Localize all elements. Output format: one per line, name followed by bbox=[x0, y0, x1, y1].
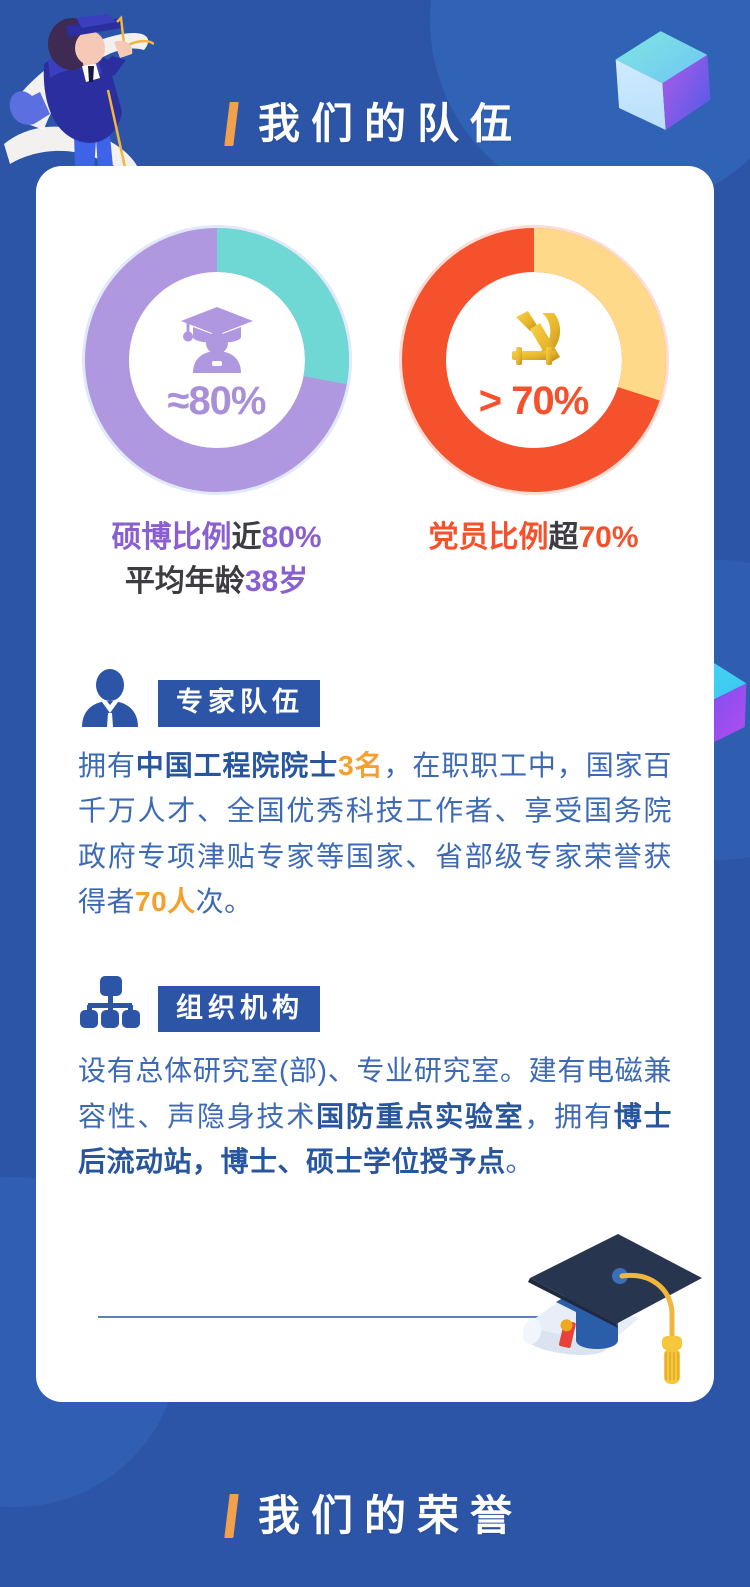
donut-center-party: > 70% bbox=[396, 222, 672, 498]
team-info-card: ≈80% bbox=[36, 166, 714, 1402]
body-highlight: 70人 bbox=[135, 886, 196, 918]
body-bold: 中国工程院院士 bbox=[135, 750, 339, 781]
footer-title: 我们的荣誉 bbox=[257, 1492, 523, 1539]
header-banner: 我们的队伍 bbox=[0, 92, 750, 156]
body-span: ，拥有 bbox=[524, 1100, 614, 1132]
donut-cell-party: > 70% bbox=[387, 222, 680, 498]
body-highlight: 3名 bbox=[338, 750, 384, 781]
donut-chart-party: > 70% bbox=[396, 222, 672, 498]
section-body-organization: 设有总体研究室(部)、专业研究室。建有电磁兼容性、声隐身技术国防重点实验室，拥有… bbox=[78, 1048, 672, 1184]
footer-banner: 我们的荣誉 bbox=[0, 1484, 750, 1548]
donut-caption-row: 硕博比例近80% 平均年龄38岁 党员比例超70% bbox=[36, 498, 714, 603]
body-span: 。 bbox=[505, 1146, 535, 1178]
section-header-organization: 组织机构 bbox=[78, 970, 672, 1033]
caption-text: 硕博比例 bbox=[111, 521, 232, 554]
caption-text: 党员比例 bbox=[428, 521, 549, 554]
page-title: 我们的队伍 bbox=[257, 100, 523, 147]
donut-value-degree: ≈80% bbox=[167, 378, 266, 423]
graduation-cap-diploma-illustration bbox=[470, 1216, 710, 1388]
caption-text: 近 bbox=[231, 521, 262, 554]
section-title-organization: 组织机构 bbox=[158, 985, 320, 1033]
caption-degree: 硕博比例近80% 平均年龄38岁 bbox=[70, 516, 363, 603]
section-title-expert: 专家队伍 bbox=[158, 680, 320, 727]
caption-text: 平均年龄 bbox=[124, 564, 245, 598]
section-expert-team: 专家队伍 拥有中国工程院院士3名，在职职工中，国家百千万人才、全国优秀科技工作者… bbox=[36, 603, 714, 924]
caption-text: 超 bbox=[548, 521, 579, 554]
person-suit-icon bbox=[78, 669, 142, 727]
donut-chart-degree: ≈80% bbox=[79, 222, 355, 498]
caption-text: 80% bbox=[261, 521, 322, 554]
party-emblem-icon bbox=[511, 310, 560, 365]
donut-cell-degree: ≈80% bbox=[70, 222, 363, 498]
body-span: 拥有 bbox=[78, 750, 136, 781]
caption-text: 70% bbox=[578, 521, 639, 554]
donut-chart-row: ≈80% bbox=[36, 166, 714, 498]
body-bold: 国防重点实验室 bbox=[316, 1100, 525, 1132]
caption-party: 党员比例超70% bbox=[387, 516, 680, 603]
body-bold: 博士后流动站，博士、硕士学位授予点 bbox=[78, 1100, 672, 1178]
body-span: 设有总体研究室(部)、专业研究室。建有电磁兼容性、声隐身技术 bbox=[78, 1055, 672, 1132]
body-span: 次。 bbox=[195, 886, 253, 918]
caption-text: 38岁 bbox=[244, 564, 309, 598]
body-span: ，在职职工中，国家百千万人才、全国优秀科技工作者、享受国务院政府专项津贴专家等国… bbox=[78, 750, 672, 918]
donut-center-degree: ≈80% bbox=[79, 222, 355, 498]
caption-degree-line2: 平均年龄38岁 bbox=[70, 560, 363, 604]
graduate-person-icon bbox=[180, 306, 253, 373]
caption-party-line1: 党员比例超70% bbox=[387, 516, 680, 560]
section-organization: 组织机构 设有总体研究室(部)、专业研究室。建有电磁兼容性、声隐身技术国防重点实… bbox=[36, 924, 714, 1184]
donut-value-party: > 70% bbox=[478, 378, 590, 423]
title-accent-bar bbox=[224, 1494, 239, 1538]
section-header-expert: 专家队伍 bbox=[78, 665, 672, 727]
org-chart-icon bbox=[78, 974, 142, 1032]
section-body-expert: 拥有中国工程院院士3名，在职职工中，国家百千万人才、全国优秀科技工作者、享受国务… bbox=[78, 743, 672, 924]
isometric-cube-icon bbox=[604, 14, 720, 139]
section-divider bbox=[98, 1316, 550, 1318]
caption-degree-line1: 硕博比例近80% bbox=[70, 516, 363, 560]
title-accent-bar bbox=[224, 102, 239, 146]
